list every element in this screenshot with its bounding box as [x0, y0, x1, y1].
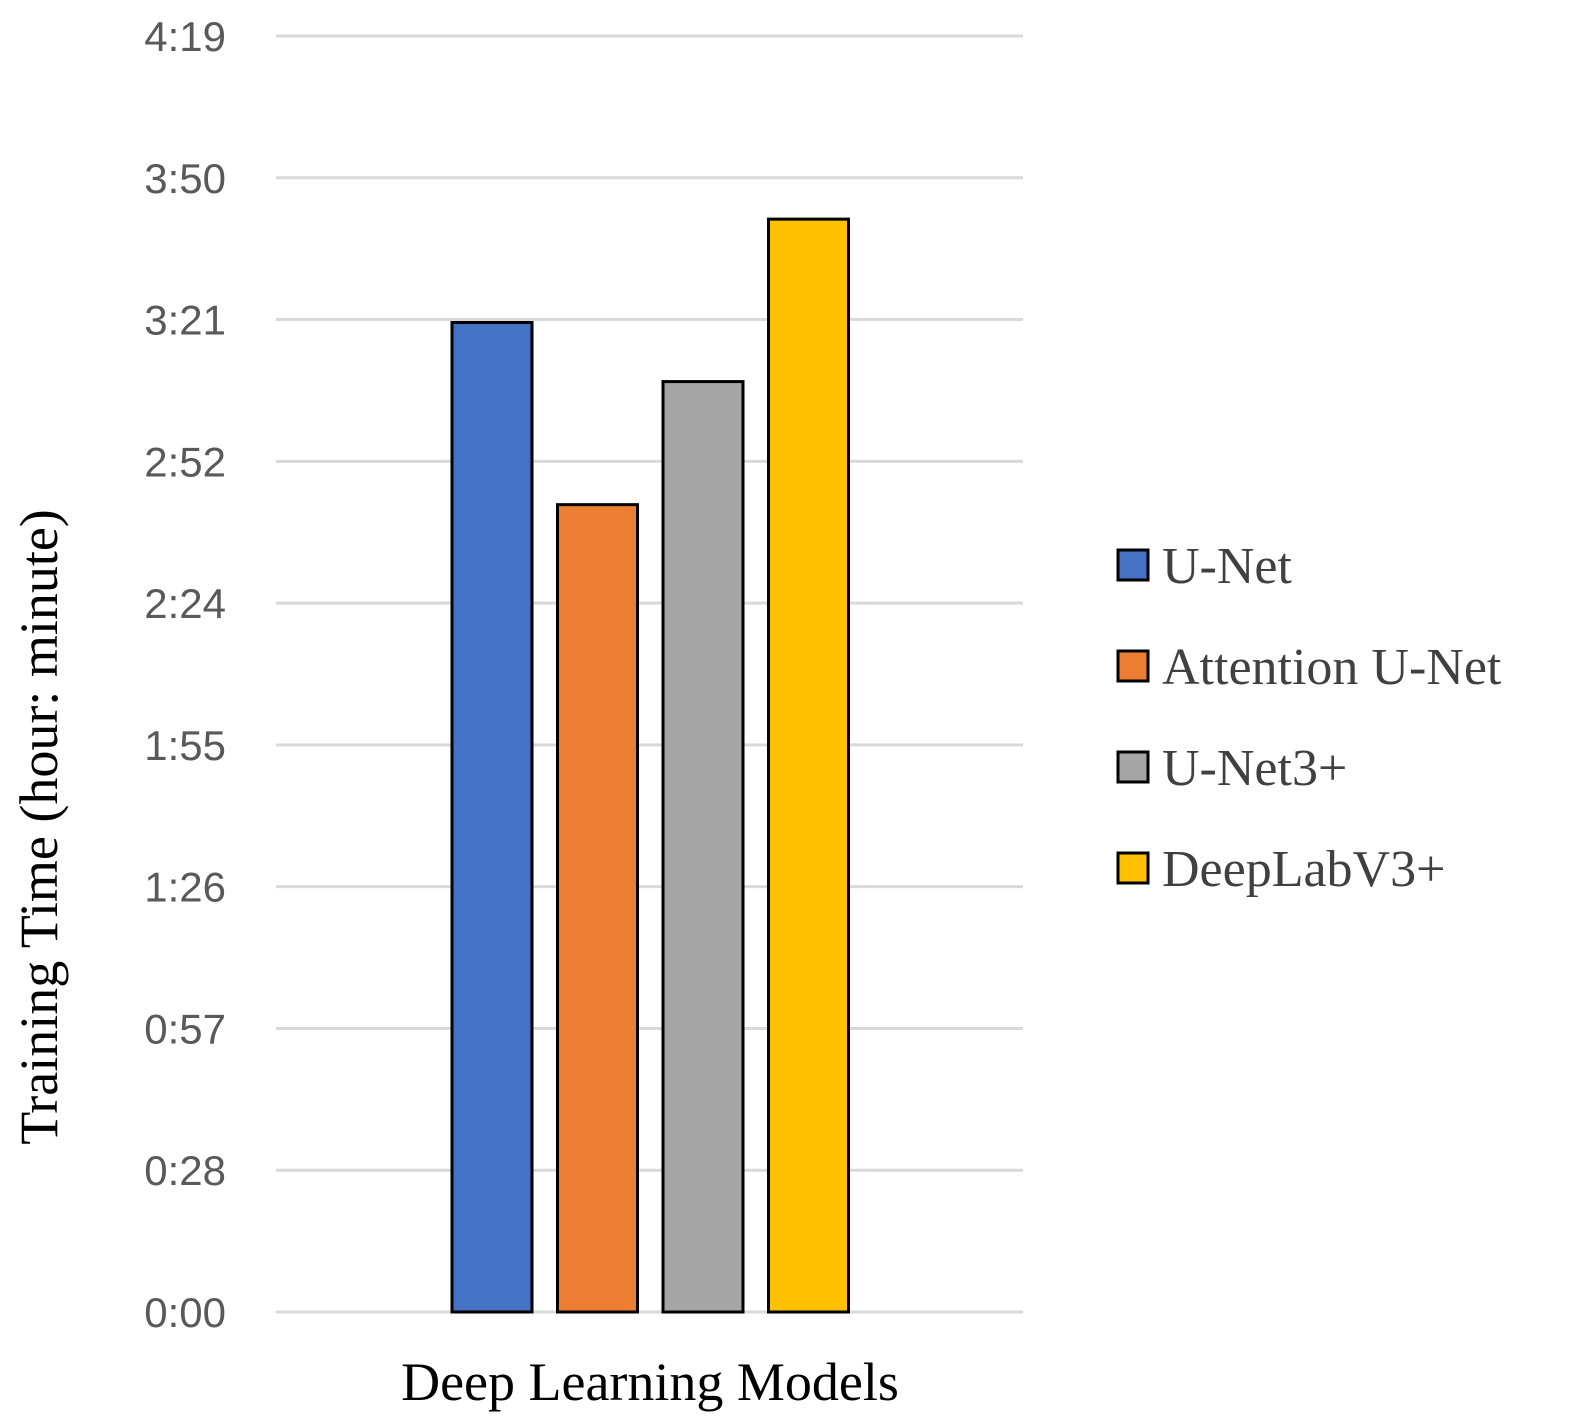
y-tick-label: 1:26: [144, 864, 226, 911]
y-tick-label: 3:50: [144, 155, 226, 202]
legend-label: U-Net: [1162, 538, 1293, 595]
y-tick-label: 3:21: [144, 297, 226, 344]
y-tick-label: 0:28: [144, 1147, 226, 1194]
bar-attention-u-net: [556, 503, 639, 1314]
gridlines: [276, 34, 1023, 1314]
y-tick-label: 0:57: [144, 1005, 226, 1052]
y-tick-label: 0:00: [144, 1289, 226, 1336]
legend-item: U-Net3+: [1116, 740, 1347, 797]
legend-swatch: [1116, 649, 1150, 683]
legend-label: U-Net3+: [1162, 740, 1347, 797]
legend: U-Net Attention U-Net U-Net3+ DeepLabV3+: [1116, 538, 1502, 898]
y-axis-tick-labels: 0:00 0:28 0:57 1:26 1:55 2:24 2:52 3:21 3:50 4:19: [144, 13, 226, 1336]
legend-swatch: [1116, 548, 1150, 582]
legend-item: Attention U-Net: [1116, 639, 1502, 696]
y-tick-label: 2:52: [144, 438, 226, 485]
bar-deeplabv3-: [767, 217, 850, 1314]
bar-u-net3-: [661, 380, 745, 1314]
legend-label: DeepLabV3+: [1162, 841, 1445, 898]
bars: [450, 217, 850, 1314]
legend-swatch: [1116, 851, 1150, 885]
bar-u-net: [450, 321, 534, 1314]
y-axis-title: Training Time (hour: minute): [9, 509, 69, 1145]
legend-label: Attention U-Net: [1162, 639, 1502, 696]
legend-swatch: [1116, 750, 1150, 784]
legend-item: U-Net: [1116, 538, 1293, 595]
x-axis-title: Deep Learning Models: [401, 1352, 899, 1412]
legend-item: DeepLabV3+: [1116, 841, 1445, 898]
y-tick-label: 1:55: [144, 722, 226, 769]
y-tick-label: 4:19: [144, 13, 226, 60]
y-tick-label: 2:24: [144, 580, 226, 627]
